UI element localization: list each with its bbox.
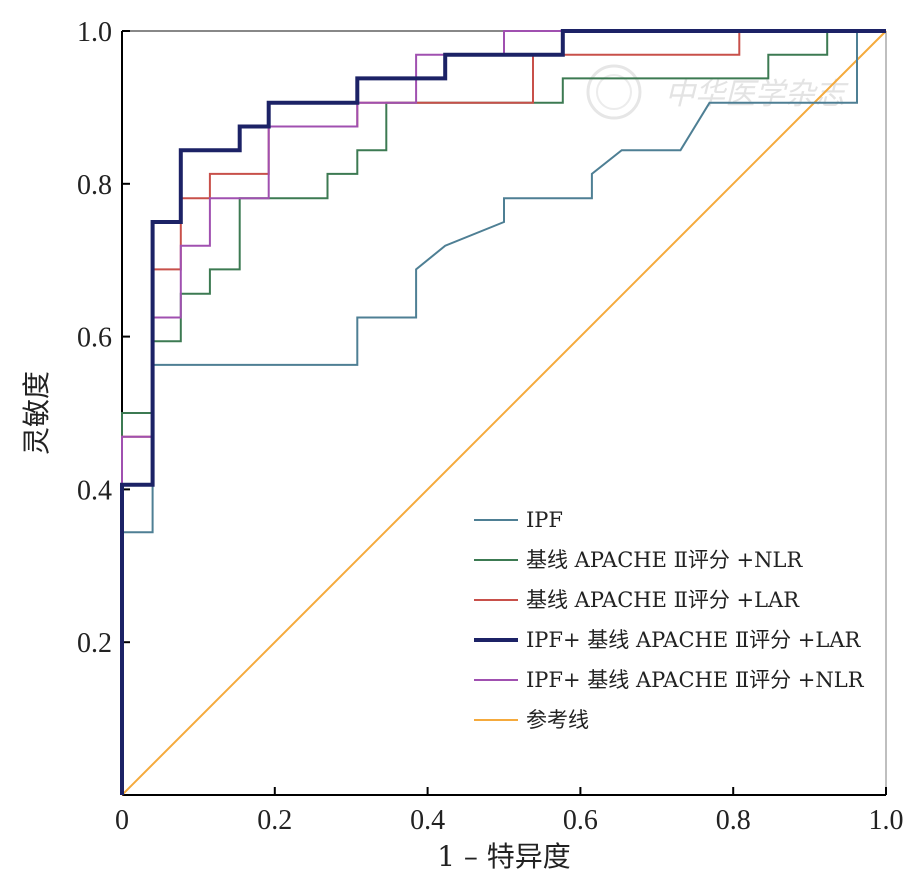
x-tick-label: 0.2 xyxy=(257,805,292,836)
series-line-1 xyxy=(121,30,886,795)
legend-label-1: 基线 APACHE Ⅱ评分 +NLR xyxy=(526,548,803,572)
watermark-seal-inner xyxy=(596,74,632,110)
series-line-5 xyxy=(121,30,887,796)
legend-label-3: IPF+ 基线 APACHE Ⅱ评分 +NLR xyxy=(526,668,865,692)
y-tick-label: 0.2 xyxy=(77,628,112,659)
roc-curves xyxy=(120,29,887,796)
legend-label-4: IPF+ 基线 APACHE Ⅱ评分 +LAR xyxy=(526,628,862,652)
x-tick-label: 0.4 xyxy=(410,805,445,836)
legend-label-5: 参考线 xyxy=(526,708,589,732)
legend: IPF 基线 APACHE Ⅱ评分 +NLR 基线 APACHE Ⅱ评分 +LAR I… xyxy=(474,508,865,732)
y-tick-label: 0.6 xyxy=(77,323,112,354)
x-tick-label: 0 xyxy=(115,805,129,836)
watermark: 中华医学杂志 xyxy=(586,64,849,120)
watermark-seal-icon xyxy=(586,64,642,120)
y-tick-label: 0.4 xyxy=(77,475,112,506)
watermark-text: 中华医学杂志 xyxy=(665,77,849,112)
y-tick-label: 0.8 xyxy=(77,170,112,201)
y-axis-title: 灵敏度 xyxy=(20,371,53,455)
x-tick-label: 0.8 xyxy=(716,805,751,836)
y-tick-label: 1.0 xyxy=(77,17,112,48)
series-line-4 xyxy=(120,29,886,795)
legend-label-2: 基线 APACHE Ⅱ评分 +LAR xyxy=(526,588,800,612)
axis-ticks: 0 0.2 0.4 0.6 0.8 1.0 0.2 0.4 0.6 0.8 1.0 xyxy=(77,17,904,836)
legend-label-0: IPF xyxy=(526,508,563,532)
x-axis-title: 1 – 特异度 xyxy=(437,840,571,873)
x-tick-label: 0.6 xyxy=(563,805,598,836)
x-tick-label: 1.0 xyxy=(869,805,904,836)
